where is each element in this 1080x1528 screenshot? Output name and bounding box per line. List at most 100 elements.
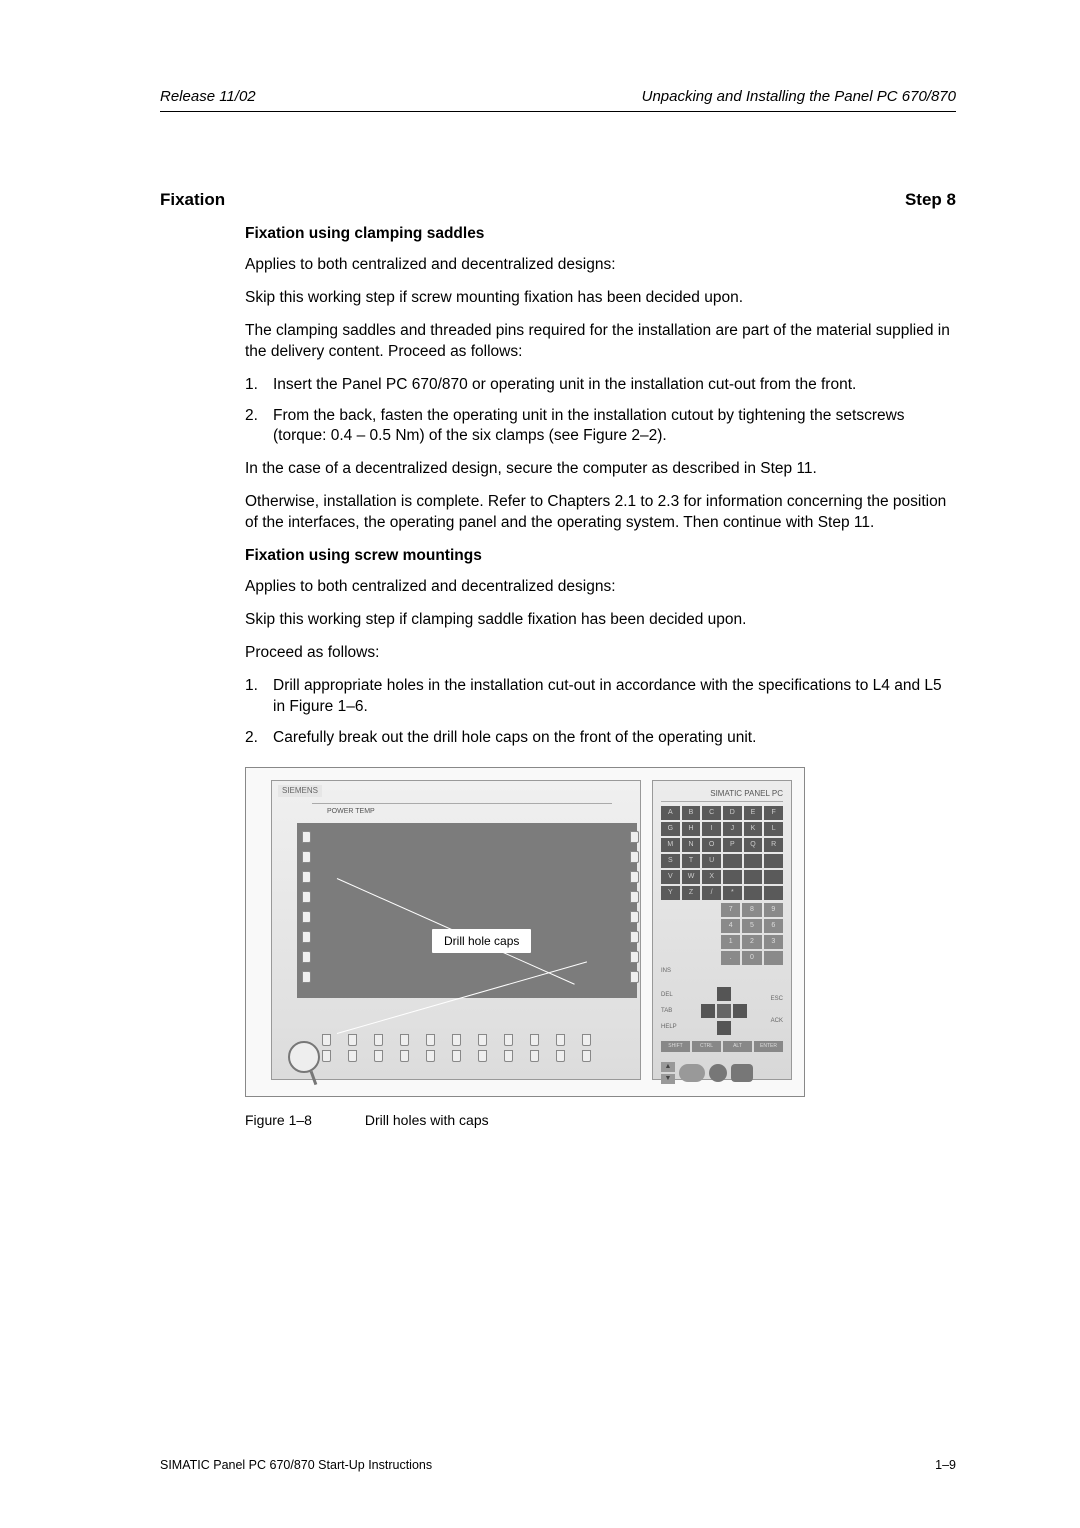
keypad-panel: SIMATIC PANEL PC ABCDEFGHIJKLMNOPQRSTUVW… [652,780,792,1080]
alpha-key: F [764,806,783,820]
list-text: Carefully break out the drill hole caps … [273,728,956,749]
list-number: 1. [245,375,273,396]
drill-hole-cap [374,1034,383,1046]
drill-hole-cap [556,1050,565,1062]
ordered-list: 1. Drill appropriate holes in the instal… [245,676,956,749]
drill-hole-cap [348,1050,357,1062]
page-down-icon: ▼ [661,1074,675,1084]
alpha-key: K [744,822,763,836]
magnifier-icon [288,1041,320,1073]
arrow-right-icon [733,1004,747,1018]
help-label: HELP [661,1023,677,1031]
alpha-key: T [682,854,701,868]
hline [312,803,612,804]
drill-hole-cap [348,1034,357,1046]
drill-hole-cap [426,1034,435,1046]
ordered-list: 1. Insert the Panel PC 670/870 or operat… [245,375,956,448]
figure-caption: Figure 1–8 Drill holes with caps [245,1111,956,1130]
list-item: 2. From the back, fasten the operating u… [245,406,956,448]
drill-hole-cap [302,951,311,963]
footer-right: 1–9 [935,1458,956,1472]
drill-hole-cap [400,1050,409,1062]
num-key: . [721,951,740,965]
num-key: 9 [764,903,783,917]
alpha-key: M [661,838,680,852]
bottom-holes [322,1034,608,1046]
kp-label: INS [661,967,783,975]
alpha-key: Q [744,838,763,852]
drill-hole-cap [530,1034,539,1046]
para: Skip this working step if clamping saddl… [245,610,956,631]
subheading-screw: Fixation using screw mountings [245,546,956,567]
drill-hole-cap [530,1050,539,1062]
panel-left: SIEMENS POWER TEMP [271,780,641,1080]
para: Otherwise, installation is complete. Ref… [245,492,956,534]
alpha-key: D [723,806,742,820]
drill-hole-cap [478,1050,487,1062]
alpha-key [764,870,783,884]
drill-hole-cap [302,891,311,903]
step-label: Step 8 [905,190,956,210]
bottom-holes-row2 [322,1050,608,1062]
page-header: Release 11/02 Unpacking and Installing t… [160,88,956,112]
page-up-icon: ▲ [661,1062,675,1072]
alpha-key [744,870,763,884]
keypad-title: SIMATIC PANEL PC [661,789,783,803]
brand-label: SIEMENS [278,785,322,798]
drill-hole-cap [630,831,639,843]
ctrl-key: CTRL [692,1041,721,1052]
drill-hole-cap [582,1050,591,1062]
arrow-left-icon [701,1004,715,1018]
num-key: 4 [721,919,740,933]
num-key: 3 [764,935,783,949]
alpha-key-grid: ABCDEFGHIJKLMNOPQRSTUVWXYZ/* [661,806,783,900]
drill-hole-cap [322,1034,331,1046]
list-text: From the back, fasten the operating unit… [273,406,956,448]
esc-label: ESC [771,995,783,1003]
drill-hole-cap [556,1034,565,1046]
alpha-key: S [661,854,680,868]
alpha-key: V [661,870,680,884]
drill-hole-cap [630,931,639,943]
alpha-key: W [682,870,701,884]
alpha-key: C [702,806,721,820]
footer-left: SIMATIC Panel PC 670/870 Start-Up Instru… [160,1458,432,1472]
list-item: 1. Drill appropriate holes in the instal… [245,676,956,718]
enter-key: ENTER [754,1041,783,1052]
drill-hole-cap [400,1034,409,1046]
section-title-row: Fixation Step 8 [160,190,956,210]
page-footer: SIMATIC Panel PC 670/870 Start-Up Instru… [160,1458,956,1472]
alpha-key [723,870,742,884]
drill-hole-cap [302,931,311,943]
left-holes [302,831,311,991]
alpha-key: H [682,822,701,836]
screen-area [297,823,637,998]
num-key: 5 [742,919,761,933]
drill-hole-cap [630,951,639,963]
drill-hole-cap [630,851,639,863]
callout-label: Drill hole caps [432,929,531,953]
drill-hole-cap [322,1050,331,1062]
ack-label: ACK [771,1017,783,1025]
dpad: ESC ACK DEL TAB HELP [661,987,783,1039]
indicator-labels: POWER TEMP [327,807,375,816]
leader-line [337,961,587,1034]
drill-hole-cap [374,1050,383,1062]
alpha-key: O [702,838,721,852]
alpha-key: G [661,822,680,836]
alpha-key [764,886,783,900]
num-key [764,951,783,965]
num-key: 7 [721,903,740,917]
drill-hole-cap [426,1050,435,1062]
alpha-key: I [702,822,721,836]
para: Skip this working step if screw mounting… [245,288,956,309]
num-key: 6 [764,919,783,933]
drill-hole-cap [630,871,639,883]
alpha-key: A [661,806,680,820]
drill-hole-cap [478,1034,487,1046]
alpha-key: L [764,822,783,836]
figure: SIEMENS POWER TEMP [245,767,956,1130]
drill-hole-cap [630,971,639,983]
drill-hole-cap [630,911,639,923]
drill-hole-cap [302,911,311,923]
